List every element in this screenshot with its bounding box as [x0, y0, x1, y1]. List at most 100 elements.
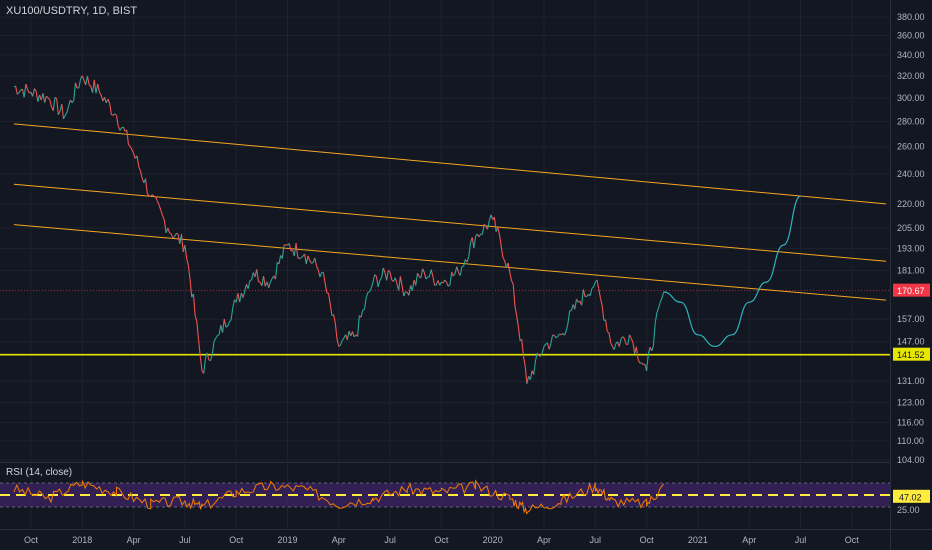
price-segment: [652, 323, 656, 346]
price-segment: [327, 293, 331, 305]
price-segment: [553, 334, 557, 339]
price-segment: [324, 283, 328, 294]
price-segment: [658, 301, 661, 309]
price-segment: [88, 84, 92, 87]
price-segment: [206, 352, 210, 361]
price-segment: [591, 286, 594, 289]
time-tick-label: Oct: [229, 535, 244, 545]
price-segment: [162, 215, 165, 221]
time-tick-label: Oct: [845, 535, 860, 545]
price-segment: [481, 223, 485, 235]
price-segment: [447, 284, 451, 287]
price-segment: [454, 266, 458, 274]
price-segment: [432, 275, 436, 286]
price-segment: [449, 272, 453, 285]
price-segment: [398, 276, 401, 291]
price-segment: [74, 82, 78, 89]
rsi-tick-label: 25.00: [897, 505, 920, 515]
price-segment: [416, 272, 420, 277]
price-segment: [661, 291, 665, 299]
price-segment: [126, 129, 130, 145]
price-segment: [534, 352, 538, 362]
price-segment: [232, 299, 236, 308]
price-segment: [399, 276, 403, 286]
price-segment: [256, 269, 259, 282]
price-segment: [613, 343, 617, 350]
price-segment: [430, 269, 434, 277]
price-segment: [61, 104, 65, 119]
price-segment: [363, 297, 367, 310]
price-segment: [659, 297, 663, 303]
price-segment: [357, 315, 360, 337]
price-tick-label: 147.00: [897, 337, 925, 347]
price-segment: [299, 257, 302, 260]
price-segment: [622, 336, 625, 339]
price-segment: [86, 75, 90, 85]
price-segment: [92, 79, 95, 93]
price-segment: [57, 110, 61, 115]
price-segment: [288, 243, 292, 251]
price-segment: [451, 271, 454, 277]
price-segment: [463, 259, 466, 267]
price-segment: [497, 227, 501, 235]
time-tick-label: Jul: [384, 535, 396, 545]
price-segment: [647, 347, 651, 355]
price-segment: [488, 214, 492, 221]
price-segment: [314, 257, 318, 267]
price-segment: [305, 255, 309, 265]
price-segment: [656, 307, 660, 314]
price-segment: [341, 337, 345, 341]
price-segment: [322, 272, 326, 284]
price-segment: [401, 285, 405, 297]
price-segment: [269, 278, 273, 283]
price-segment: [456, 266, 460, 273]
price-segment: [198, 340, 201, 357]
price-segment: [425, 276, 429, 280]
projection-path: [663, 195, 801, 347]
trendlines: [0, 123, 890, 356]
price-segment: [163, 220, 167, 233]
price-segment: [235, 293, 239, 303]
time-tick-label: Oct: [640, 535, 655, 545]
price-segment: [112, 113, 116, 116]
price-segment: [192, 293, 196, 316]
price-segment: [422, 268, 425, 273]
price-segment: [119, 127, 123, 131]
price-segment: [493, 217, 497, 232]
time-axis: Oct 2018 Apr Jul Oct 2019 Apr Jul Oct 2020 Apr Jul O…: [24, 535, 859, 545]
price-segment: [221, 319, 225, 333]
price-segment: [133, 153, 136, 159]
price-segment: [64, 112, 68, 116]
price-segment: [148, 195, 151, 197]
price-tick-label: 123.00: [897, 398, 925, 408]
rsi-label[interactable]: RSI (14, close): [6, 467, 73, 478]
price-segment: [570, 304, 574, 311]
price-segment: [128, 144, 131, 147]
price-tick-label: 110.00: [897, 436, 924, 446]
price-segment: [521, 339, 525, 357]
price-segment: [307, 255, 311, 261]
price-segment: [186, 258, 189, 266]
price-segment: [487, 220, 490, 230]
price-segment: [654, 312, 658, 324]
price-segment: [502, 257, 506, 262]
ticker-label[interactable]: XU100/USDTRY, 1D, BIST: [6, 5, 138, 17]
price-segment: [304, 253, 307, 265]
price-segment: [35, 91, 39, 102]
trendline: [13, 224, 887, 301]
price-segment: [27, 89, 30, 94]
price-segment: [608, 332, 612, 343]
price-tick-label: 104.00: [897, 455, 925, 465]
price-segment: [97, 83, 100, 93]
price-segment: [145, 178, 148, 194]
price-segment: [461, 265, 464, 268]
price-segment: [54, 96, 57, 99]
price-segment: [641, 362, 644, 365]
price-segment: [459, 266, 463, 276]
price-segment: [150, 194, 153, 197]
price-segment: [586, 294, 589, 297]
price-segment: [42, 93, 46, 103]
price-segment: [56, 98, 59, 115]
